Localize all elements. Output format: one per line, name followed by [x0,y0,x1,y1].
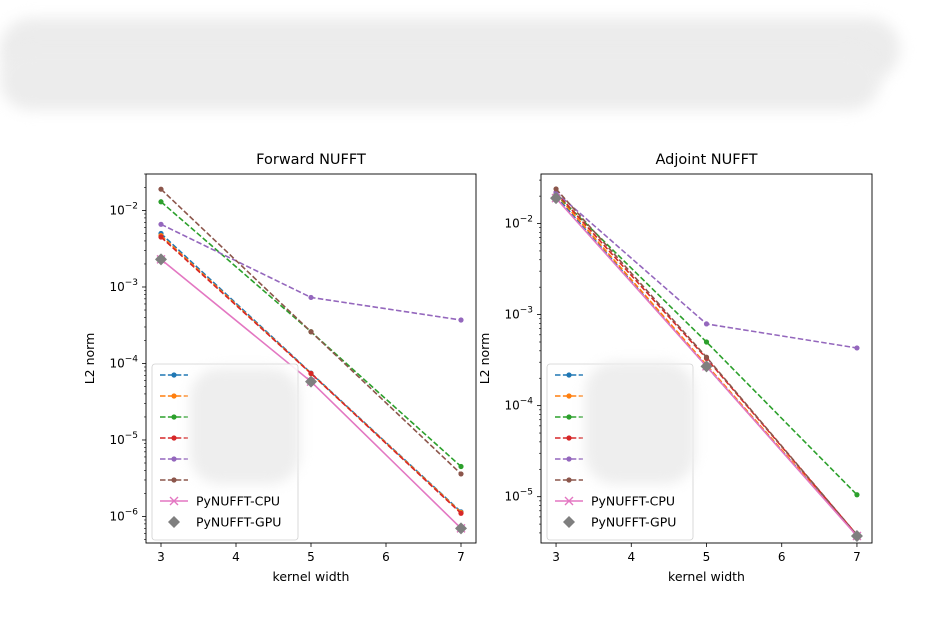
chart-title: Forward NUFFT [256,152,366,168]
series-point-4 [308,294,314,301]
series-point-4 [703,321,710,327]
x-tick-label: 6 [382,550,390,564]
series-point-7 [455,522,467,535]
y-tick-label: 10−5 [109,431,138,447]
y-tick-base: 10 [109,433,124,447]
y-tick-base: 10 [504,217,519,231]
legend-marker-3 [171,435,177,441]
legend-label-7: PyNUFFT-GPU [591,515,676,530]
x-tick-label: 7 [457,550,465,564]
legend-label-7: PyNUFFT-GPU [196,515,281,530]
series-point-2 [158,199,164,205]
y-tick-base: 10 [109,280,124,294]
series-point-2 [458,463,464,470]
legend-marker-4 [171,456,177,462]
series-line-4 [160,223,462,321]
series-point-7 [700,360,713,373]
legend-marker-5 [171,477,177,483]
series-group [155,186,467,535]
series-point-3 [158,234,164,240]
x-axis-label: kernel width [273,569,350,584]
y-tick-exponent: −4 [125,354,139,364]
series-point-5 [703,354,710,360]
y-tick-exponent: −5 [125,431,138,441]
y-tick-label: 10−5 [504,488,533,504]
series-point-3 [308,370,314,377]
x-axis-label: kernel width [668,569,745,584]
series-line-0 [160,232,462,513]
series-group [550,186,863,543]
series-point-5 [308,329,314,335]
y-tick-base: 10 [504,399,519,413]
y-tick-label: 10−3 [504,306,533,322]
y-tick-label: 10−6 [109,507,138,523]
y-tick-base: 10 [504,490,519,504]
y-tick-base: 10 [504,308,519,322]
series-point-4 [158,221,164,227]
series-point-5 [458,471,464,477]
y-axis-label: L2 norm [82,333,97,385]
series-point-3 [458,510,464,516]
axes-frame [540,173,873,544]
series-point-5 [553,186,559,192]
series-point-7 [155,253,167,266]
y-tick-label: 10−2 [504,215,533,231]
y-tick-base: 10 [109,509,124,523]
series-line-1 [555,193,858,536]
series-line-0 [555,195,858,536]
y-tick-label: 10−3 [109,278,138,294]
legend-marker-1 [566,393,572,399]
redacted-legend-labels-left [190,368,300,484]
y-tick-exponent: −2 [520,215,533,225]
series-point-2 [703,339,710,345]
legend-marker-7 [168,516,180,528]
legend-marker-5 [566,477,572,483]
chart-title: Adjoint NUFFT [655,152,757,168]
y-axis-label: L2 norm [477,333,492,385]
x-tick-label: 6 [778,550,786,564]
y-tick-base: 10 [109,203,124,217]
y-tick-exponent: −6 [125,507,139,517]
legend-marker-4 [566,456,572,462]
y-tick-label: 10−2 [109,201,138,217]
y-tick-exponent: −2 [125,201,138,211]
axes-frame [145,173,477,544]
redacted-header-band-lower [0,50,880,110]
legend-marker-0 [566,372,572,378]
series-point-7 [550,192,563,205]
legend-marker-6 [564,496,574,506]
legend-marker-6 [169,496,179,506]
legend-marker-0 [171,372,177,378]
y-tick-label: 10−4 [504,397,533,413]
legend-marker-7 [563,516,575,528]
x-tick-label: 4 [232,550,240,564]
series-point-5 [158,186,164,192]
x-tick-label: 5 [703,550,711,564]
series-point-7 [850,530,863,543]
legend-label-6: PyNUFFT-CPU [591,494,675,509]
series-point-7 [305,375,317,388]
legend-marker-2 [566,414,572,420]
series-point-4 [458,317,464,323]
y-tick-exponent: −4 [520,397,534,407]
legend-marker-2 [171,414,177,420]
x-tick-label: 7 [853,550,861,564]
series-point-2 [854,492,860,498]
x-tick-label: 5 [307,550,315,564]
x-tick-label: 4 [627,550,635,564]
legend-marker-1 [171,393,177,399]
y-tick-exponent: −3 [125,278,138,288]
x-tick-label: 3 [552,550,560,564]
legend-label-6: PyNUFFT-CPU [196,494,280,509]
redacted-legend-labels-right [585,362,695,484]
y-tick-exponent: −3 [520,306,533,316]
y-tick-label: 10−4 [109,354,138,370]
y-tick-exponent: −5 [520,488,533,498]
series-point-4 [854,345,860,351]
y-tick-base: 10 [109,356,124,370]
legend-marker-3 [566,435,572,441]
x-tick-label: 3 [157,550,165,564]
